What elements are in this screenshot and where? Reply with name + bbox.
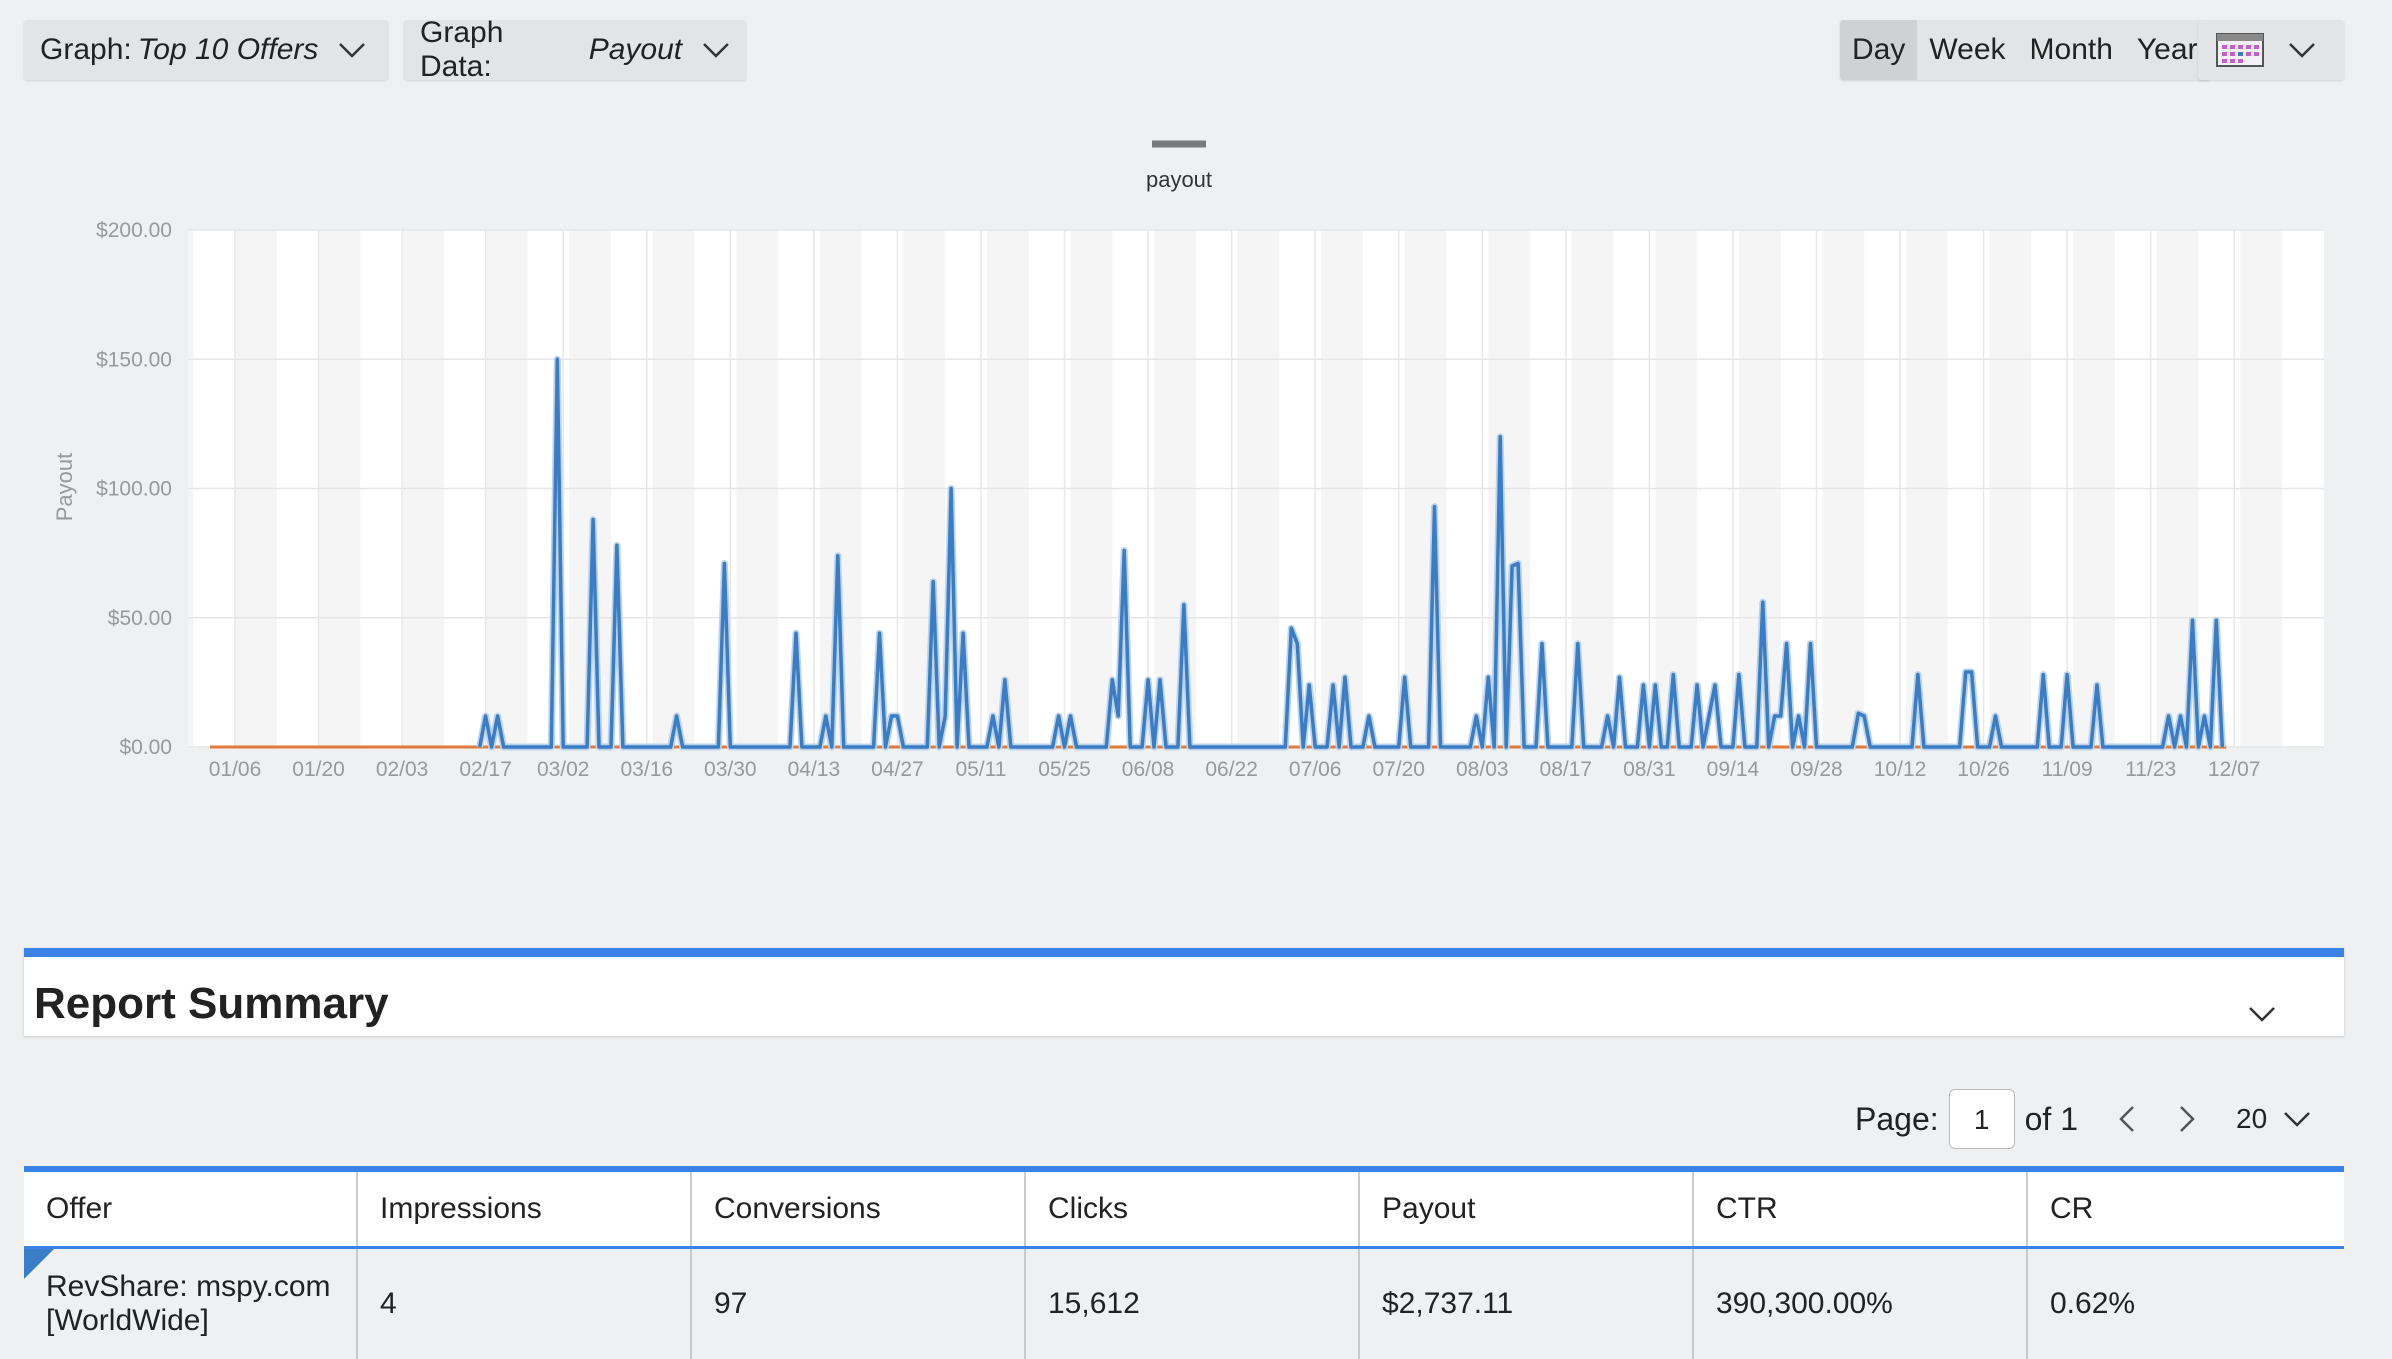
chevron-down-icon <box>2288 41 2316 59</box>
pagination: Page: 1 of 1 20 <box>1855 1088 2311 1150</box>
x-tick-label: 02/17 <box>459 758 512 781</box>
x-tick-label: 10/12 <box>1874 758 1927 781</box>
x-tick-label: 09/28 <box>1790 758 1843 781</box>
report-summary-panel[interactable]: Report Summary <box>24 948 2344 1036</box>
cell-offer: RevShare: mspy.com [WorldWide] <box>24 1249 358 1359</box>
calendar-icon <box>2216 33 2264 67</box>
x-tick-label: 06/08 <box>1122 758 1175 781</box>
cell-payout: $2,737.11 <box>1360 1249 1694 1359</box>
col-header-payout[interactable]: Payout <box>1360 1172 1694 1246</box>
x-tick-label: 10/26 <box>1957 758 2010 781</box>
x-tick-label: 08/31 <box>1623 758 1676 781</box>
graph-data-label: Graph Data: <box>420 16 583 84</box>
row-color-marker <box>24 1249 54 1279</box>
x-tick-label: 05/25 <box>1038 758 1091 781</box>
x-tick-label: 05/11 <box>955 758 1006 781</box>
chevron-left-icon[interactable] <box>2116 1104 2138 1134</box>
cell-cr: 0.62% <box>2028 1249 2344 1359</box>
y-tick-label: $0.00 <box>119 736 172 759</box>
x-tick-label: 03/30 <box>704 758 757 781</box>
page-number-input[interactable]: 1 <box>1949 1089 2015 1149</box>
graph-select-label: Graph: <box>40 33 132 67</box>
cell-ctr: 390,300.00% <box>1694 1249 2028 1359</box>
x-tick-label: 01/06 <box>209 758 262 781</box>
col-header-offer[interactable]: Offer <box>24 1172 358 1246</box>
col-header-ctr[interactable]: CTR <box>1694 1172 2028 1246</box>
chevron-right-icon[interactable] <box>2176 1104 2198 1134</box>
period-month-button[interactable]: Month <box>2018 20 2125 80</box>
y-tick-label: $100.00 <box>96 478 172 501</box>
y-tick-label: $200.00 <box>96 219 172 242</box>
x-tick-label: 01/20 <box>292 758 345 781</box>
page-count: of 1 <box>2025 1101 2078 1138</box>
y-tick-label: $150.00 <box>96 348 172 371</box>
graph-select-value: Top 10 Offers <box>138 33 319 67</box>
x-tick-label: 12/07 <box>2208 758 2261 781</box>
col-header-cr[interactable]: CR <box>2028 1172 2344 1246</box>
x-tick-label: 04/27 <box>871 758 924 781</box>
graph-data-value: Payout <box>589 33 682 67</box>
cell-clicks: 15,612 <box>1026 1249 1360 1359</box>
y-tick-label: $50.00 <box>108 607 172 630</box>
cell-impressions: 4 <box>358 1249 692 1359</box>
chevron-down-icon[interactable] <box>2283 1110 2311 1128</box>
col-header-clicks[interactable]: Clicks <box>1026 1172 1360 1246</box>
x-tick-label: 03/16 <box>621 758 674 781</box>
period-toggle: Day Week Month Year <box>1840 20 2210 80</box>
period-day-button[interactable]: Day <box>1840 20 1917 80</box>
x-tick-label: 04/13 <box>788 758 841 781</box>
x-tick-label: 03/02 <box>537 758 590 781</box>
graph-data-select[interactable]: Graph Data: Payout <box>404 20 746 80</box>
cell-conversions: 97 <box>692 1249 1026 1359</box>
x-tick-label: 08/17 <box>1540 758 1593 781</box>
chevron-down-icon <box>702 41 730 59</box>
x-tick-label: 07/06 <box>1289 758 1342 781</box>
report-summary-title: Report Summary <box>34 979 389 1029</box>
x-tick-label: 07/20 <box>1372 758 1425 781</box>
period-week-button[interactable]: Week <box>1917 20 2017 80</box>
payout-chart: $0.00 $50.00 $100.00 $150.00 $200.00 01/06 01… <box>0 110 2392 850</box>
x-tick-label: 06/22 <box>1205 758 1258 781</box>
x-tick-label: 11/23 <box>2125 758 2176 781</box>
table-header: Offer Impressions Conversions Clicks Pay… <box>24 1172 2344 1249</box>
x-tick-label: 02/03 <box>376 758 429 781</box>
chart-legend[interactable]: payout <box>1146 144 1212 192</box>
graph-select[interactable]: Graph: Top 10 Offers <box>24 20 388 80</box>
x-tick-label: 09/14 <box>1707 758 1760 781</box>
y-axis-label: Payout <box>52 453 77 522</box>
chevron-down-icon <box>338 41 366 59</box>
x-tick-label: 11/09 <box>2042 758 2093 781</box>
col-header-conversions[interactable]: Conversions <box>692 1172 1026 1246</box>
col-header-impressions[interactable]: Impressions <box>358 1172 692 1246</box>
table-row[interactable]: RevShare: mspy.com [WorldWide] 4 97 15,6… <box>24 1249 2344 1359</box>
legend-label-payout: payout <box>1146 167 1212 192</box>
period-year-button[interactable]: Year <box>2125 20 2210 80</box>
date-range-button[interactable] <box>2198 20 2344 80</box>
page-size-select[interactable]: 20 <box>2236 1103 2267 1135</box>
chevron-down-icon[interactable] <box>2248 1005 2276 1023</box>
page-label: Page: <box>1855 1101 1939 1138</box>
x-tick-label: 08/03 <box>1456 758 1509 781</box>
report-table: Offer Impressions Conversions Clicks Pay… <box>24 1166 2344 1359</box>
